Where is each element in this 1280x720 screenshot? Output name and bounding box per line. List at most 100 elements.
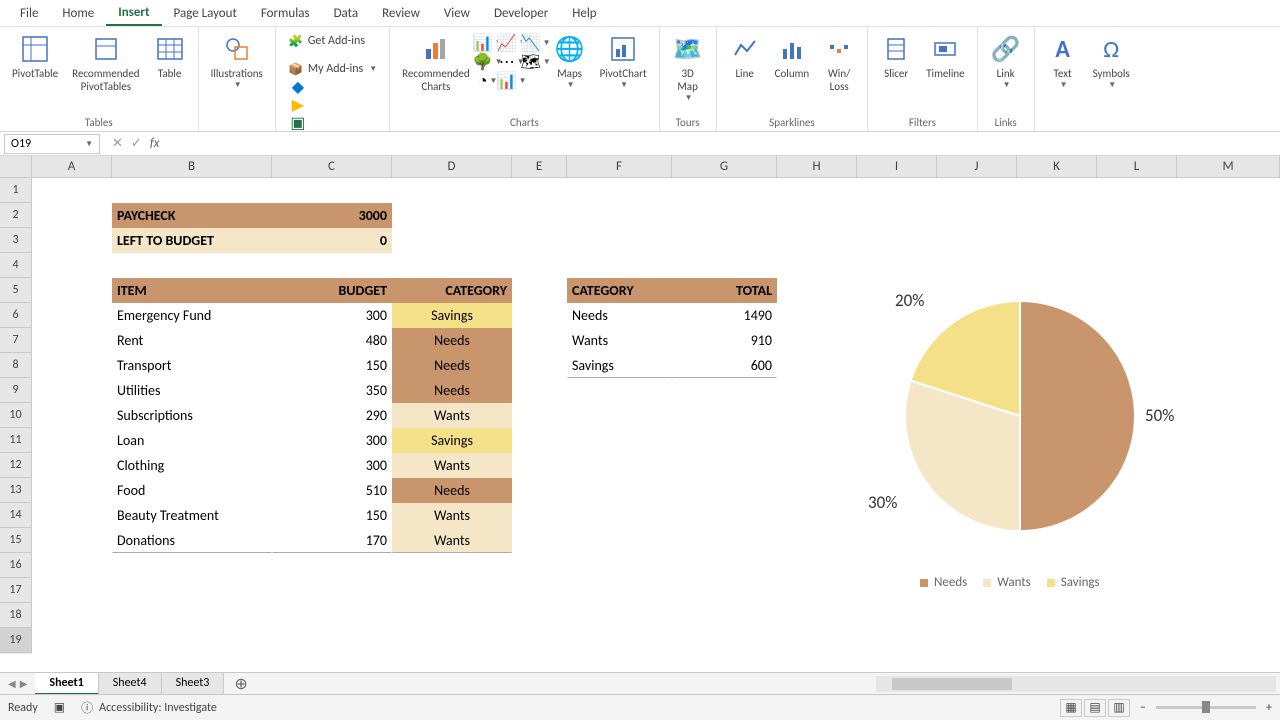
item-category-5[interactable]: Savings (392, 428, 512, 453)
cancel-icon[interactable]: ✕ (112, 136, 123, 151)
items-header-item[interactable]: ITEM (112, 278, 272, 303)
item-name-4[interactable]: Subscriptions (112, 403, 272, 428)
col-header-G[interactable]: G (672, 156, 777, 177)
item-category-0[interactable]: Savings (392, 303, 512, 328)
item-name-7[interactable]: Food (112, 478, 272, 503)
totals-header-category[interactable]: CATEGORY (567, 278, 672, 303)
get-addins-button[interactable]: 🧩 Get Add-ins (284, 31, 369, 51)
item-name-0[interactable]: Emergency Fund (112, 303, 272, 328)
total-category-0[interactable]: Needs (567, 303, 672, 328)
table-button[interactable]: Table (150, 31, 190, 82)
col-header-M[interactable]: M (1177, 156, 1280, 177)
item-budget-1[interactable]: 480 (272, 328, 392, 353)
excel-icon[interactable]: ▣ (290, 115, 306, 131)
row-header-9[interactable]: 9 (0, 378, 32, 403)
menu-home[interactable]: Home (50, 2, 106, 25)
col-header-D[interactable]: D (392, 156, 512, 177)
total-value-1[interactable]: 910 (672, 328, 777, 353)
total-category-2[interactable]: Savings (567, 353, 672, 378)
row-header-13[interactable]: 13 (0, 478, 32, 503)
row-header-16[interactable]: 16 (0, 553, 32, 578)
col-header-C[interactable]: C (272, 156, 392, 177)
item-budget-9[interactable]: 170 (272, 528, 392, 553)
totals-header-total[interactable]: TOTAL (672, 278, 777, 303)
row-header-18[interactable]: 18 (0, 603, 32, 628)
row-header-19[interactable]: 19 (0, 628, 32, 653)
3dmap-button[interactable]: 🗺️ 3D Map ▼ (668, 31, 708, 105)
menu-page-layout[interactable]: Page Layout (162, 2, 249, 25)
paycheck-value[interactable]: 3000 (272, 203, 392, 228)
maps-button[interactable]: 🌐 Maps ▼ (550, 31, 590, 92)
row-header-17[interactable]: 17 (0, 578, 32, 603)
chevron-down-icon[interactable]: ▼ (85, 139, 93, 149)
combo-chart-icon[interactable]: 📉▼ (528, 35, 544, 51)
col-header-L[interactable]: L (1097, 156, 1177, 177)
col-header-E[interactable]: E (512, 156, 567, 177)
col-header-F[interactable]: F (567, 156, 672, 177)
menu-developer[interactable]: Developer (482, 2, 560, 25)
item-budget-5[interactable]: 300 (272, 428, 392, 453)
row-header-5[interactable]: 5 (0, 278, 32, 303)
total-value-2[interactable]: 600 (672, 353, 777, 378)
add-sheet-button[interactable]: ⊕ (224, 674, 257, 694)
menu-formulas[interactable]: Formulas (249, 2, 322, 25)
items-header-budget[interactable]: BUDGET (272, 278, 392, 303)
page-layout-view-button[interactable]: ▤ (1084, 699, 1106, 717)
row-header-1[interactable]: 1 (0, 178, 32, 203)
timeline-button[interactable]: Timeline (922, 31, 968, 82)
item-budget-3[interactable]: 350 (272, 378, 392, 403)
menu-help[interactable]: Help (560, 2, 608, 25)
row-header-2[interactable]: 2 (0, 203, 32, 228)
row-header-14[interactable]: 14 (0, 503, 32, 528)
cells-area[interactable]: PAYCHECK3000LEFT TO BUDGET0ITEMBUDGETCAT… (32, 178, 1280, 654)
total-value-0[interactable]: 1490 (672, 303, 777, 328)
name-box[interactable]: O19 ▼ (4, 134, 100, 154)
zoom-in-button[interactable]: + (1266, 701, 1272, 715)
line-chart-icon[interactable]: 📈▼ (504, 35, 520, 51)
row-header-7[interactable]: 7 (0, 328, 32, 353)
menu-insert[interactable]: Insert (106, 1, 161, 26)
item-category-9[interactable]: Wants (392, 528, 512, 553)
item-name-5[interactable]: Loan (112, 428, 272, 453)
people-icon[interactable]: ▶ (290, 97, 306, 113)
rec-pivottables-button[interactable]: Recommended PivotTables (68, 31, 143, 95)
item-name-3[interactable]: Utilities (112, 378, 272, 403)
item-category-6[interactable]: Wants (392, 453, 512, 478)
bing-icon[interactable]: ◆ (290, 79, 306, 95)
stat-chart-icon[interactable]: 📊▼ (504, 73, 520, 89)
item-budget-4[interactable]: 290 (272, 403, 392, 428)
paycheck-label[interactable]: PAYCHECK (112, 203, 272, 228)
my-addins-button[interactable]: 📦 My Add-ins ▼ (284, 59, 381, 79)
item-budget-6[interactable]: 300 (272, 453, 392, 478)
col-header-B[interactable]: B (112, 156, 272, 177)
row-header-11[interactable]: 11 (0, 428, 32, 453)
col-header-K[interactable]: K (1017, 156, 1097, 177)
pivottable-button[interactable]: PivotTable (8, 31, 62, 82)
item-budget-7[interactable]: 510 (272, 478, 392, 503)
left-to-budget-value[interactable]: 0 (272, 228, 392, 253)
sheet-tab-sheet4[interactable]: Sheet4 (99, 673, 162, 695)
sheet-tab-sheet3[interactable]: Sheet3 (162, 673, 225, 695)
budget-pie-chart[interactable] (905, 301, 1135, 531)
text-button[interactable]: A Text ▼ (1043, 31, 1083, 92)
row-header-10[interactable]: 10 (0, 403, 32, 428)
bar-chart-icon[interactable]: 📊▼ (480, 35, 496, 51)
zoom-out-button[interactable]: − (1140, 701, 1146, 715)
row-header-3[interactable]: 3 (0, 228, 32, 253)
row-header-4[interactable]: 4 (0, 253, 32, 278)
enter-icon[interactable]: ✓ (131, 136, 142, 151)
item-category-8[interactable]: Wants (392, 503, 512, 528)
sparkline-winloss-button[interactable]: Win/ Loss (819, 31, 859, 95)
pivotchart-button[interactable]: PivotChart ▼ (596, 31, 651, 92)
scatter-chart-icon[interactable]: ⋯▼ (504, 54, 520, 70)
item-category-2[interactable]: Needs (392, 353, 512, 378)
horizontal-scrollbar[interactable] (876, 676, 1276, 692)
menu-file[interactable]: File (8, 2, 50, 25)
select-all-cell[interactable] (0, 156, 32, 177)
total-category-1[interactable]: Wants (567, 328, 672, 353)
sparkline-line-button[interactable]: Line (725, 31, 765, 82)
item-category-4[interactable]: Wants (392, 403, 512, 428)
formula-input[interactable] (167, 134, 1280, 154)
col-header-A[interactable]: A (32, 156, 112, 177)
illustrations-button[interactable]: Illustrations ▼ (207, 31, 267, 92)
